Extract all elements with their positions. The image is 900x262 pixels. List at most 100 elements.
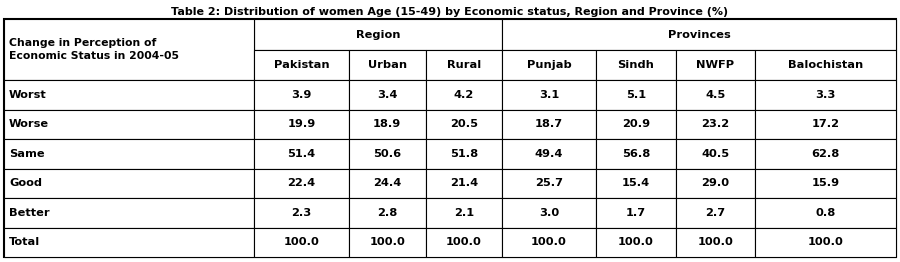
Bar: [349, 80, 426, 110]
Bar: [349, 227, 426, 257]
Bar: [254, 110, 349, 139]
Text: 24.4: 24.4: [374, 178, 401, 188]
Text: 1.7: 1.7: [626, 208, 646, 218]
Bar: [254, 227, 349, 257]
Text: Balochistan: Balochistan: [788, 60, 863, 70]
Text: 15.4: 15.4: [622, 178, 650, 188]
Bar: [4, 168, 254, 198]
Bar: [502, 19, 896, 50]
Bar: [676, 168, 755, 198]
Bar: [676, 139, 755, 168]
Bar: [596, 168, 676, 198]
Text: 2.7: 2.7: [706, 208, 725, 218]
Bar: [426, 227, 502, 257]
Text: 56.8: 56.8: [622, 149, 650, 159]
Bar: [596, 80, 676, 110]
Text: Table 2: Distribution of women Age (15-49) by Economic status, Region and Provin: Table 2: Distribution of women Age (15-4…: [171, 7, 729, 17]
Bar: [596, 50, 676, 80]
Bar: [4, 19, 254, 80]
Bar: [426, 198, 502, 227]
Text: 29.0: 29.0: [701, 178, 729, 188]
Text: Pakistan: Pakistan: [274, 60, 329, 70]
Text: 3.3: 3.3: [815, 90, 836, 100]
Text: 40.5: 40.5: [701, 149, 729, 159]
Text: 2.3: 2.3: [292, 208, 311, 218]
Text: 18.9: 18.9: [374, 119, 401, 129]
Bar: [755, 110, 896, 139]
Text: 3.4: 3.4: [377, 90, 398, 100]
Bar: [426, 110, 502, 139]
Bar: [596, 139, 676, 168]
Bar: [676, 110, 755, 139]
Text: Change in Perception of
Economic Status in 2004-05: Change in Perception of Economic Status …: [9, 38, 179, 61]
Text: NWFP: NWFP: [697, 60, 734, 70]
Bar: [4, 139, 254, 168]
Text: 0.8: 0.8: [815, 208, 836, 218]
Bar: [676, 50, 755, 80]
Bar: [349, 168, 426, 198]
Text: Sindh: Sindh: [617, 60, 654, 70]
Bar: [755, 227, 896, 257]
Bar: [349, 198, 426, 227]
Text: 3.9: 3.9: [292, 90, 311, 100]
Text: 18.7: 18.7: [535, 119, 563, 129]
Bar: [349, 110, 426, 139]
Text: 5.1: 5.1: [626, 90, 646, 100]
Text: 49.4: 49.4: [535, 149, 563, 159]
Bar: [755, 80, 896, 110]
Text: Same: Same: [9, 149, 45, 159]
Bar: [254, 168, 349, 198]
Bar: [755, 168, 896, 198]
Bar: [349, 50, 426, 80]
Bar: [426, 168, 502, 198]
Text: Punjab: Punjab: [526, 60, 572, 70]
Bar: [254, 19, 502, 50]
Text: Provinces: Provinces: [668, 30, 731, 40]
Bar: [4, 80, 254, 110]
Bar: [4, 227, 254, 257]
Bar: [426, 139, 502, 168]
Text: 3.0: 3.0: [539, 208, 559, 218]
Bar: [676, 227, 755, 257]
Bar: [676, 80, 755, 110]
Bar: [596, 227, 676, 257]
Text: 2.8: 2.8: [377, 208, 398, 218]
Bar: [349, 139, 426, 168]
Text: 100.0: 100.0: [807, 237, 843, 247]
Text: 4.2: 4.2: [454, 90, 474, 100]
Text: Total: Total: [9, 237, 40, 247]
Bar: [4, 110, 254, 139]
Text: 21.4: 21.4: [450, 178, 478, 188]
Text: 3.1: 3.1: [539, 90, 559, 100]
Text: 100.0: 100.0: [284, 237, 320, 247]
Text: 4.5: 4.5: [706, 90, 725, 100]
Bar: [254, 198, 349, 227]
Text: Region: Region: [356, 30, 400, 40]
Bar: [502, 110, 596, 139]
Text: Better: Better: [9, 208, 50, 218]
Text: 51.4: 51.4: [287, 149, 316, 159]
Text: 25.7: 25.7: [535, 178, 563, 188]
Text: 100.0: 100.0: [617, 237, 653, 247]
Text: Good: Good: [9, 178, 42, 188]
Text: 19.9: 19.9: [287, 119, 316, 129]
Bar: [596, 198, 676, 227]
Bar: [502, 50, 596, 80]
Bar: [254, 50, 349, 80]
Bar: [755, 139, 896, 168]
Text: 15.9: 15.9: [812, 178, 840, 188]
Text: 20.5: 20.5: [450, 119, 478, 129]
Bar: [426, 80, 502, 110]
Text: 100.0: 100.0: [446, 237, 482, 247]
Bar: [502, 80, 596, 110]
Bar: [254, 139, 349, 168]
Text: 50.6: 50.6: [374, 149, 401, 159]
Text: Rural: Rural: [446, 60, 481, 70]
Bar: [502, 227, 596, 257]
Text: 23.2: 23.2: [701, 119, 729, 129]
Bar: [755, 50, 896, 80]
Bar: [676, 198, 755, 227]
Bar: [596, 110, 676, 139]
Text: 20.9: 20.9: [622, 119, 650, 129]
Text: 2.1: 2.1: [454, 208, 473, 218]
